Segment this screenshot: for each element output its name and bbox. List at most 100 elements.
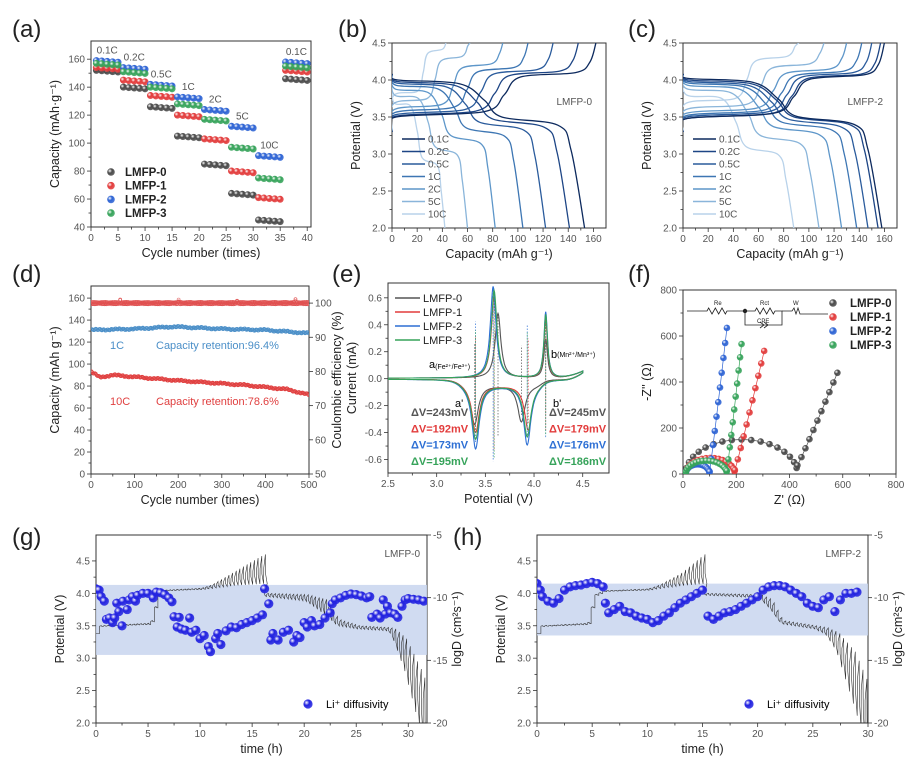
data-point — [173, 93, 181, 101]
ce-point — [147, 300, 151, 304]
x-tick-label: 3.0 — [430, 479, 444, 490]
capacity-point — [158, 377, 163, 381]
ce-point — [188, 300, 193, 304]
x-tick-label: 300 — [213, 480, 230, 491]
data-point — [173, 111, 181, 119]
data-point — [211, 116, 219, 124]
y-tick-label: 80 — [74, 167, 86, 178]
data-point — [271, 217, 279, 225]
y-tick-label: 120 — [68, 338, 85, 349]
eis-point — [709, 441, 717, 449]
y-tick-label: 60 — [74, 195, 86, 206]
delta-v-a-label: ΔV=195mV — [411, 456, 469, 468]
panel-label: (f) — [628, 261, 651, 288]
legend-marker — [829, 341, 837, 349]
capacity-point — [161, 377, 165, 382]
eis-point — [749, 397, 756, 404]
plot-area — [92, 57, 311, 226]
data-point — [179, 133, 187, 141]
capacity-point — [141, 326, 146, 331]
rate-label: 0.5C — [151, 69, 172, 80]
y-tick-label: -0.6 — [365, 455, 383, 466]
diffusivity-point — [191, 625, 201, 635]
data-point — [211, 106, 219, 114]
capacity-point — [159, 325, 164, 330]
capacity-point — [216, 326, 220, 331]
y2-tick-label: -20 — [433, 719, 448, 730]
x-tick-label: 80 — [487, 234, 499, 245]
ce-point — [306, 300, 309, 304]
y2-tick-label: 50 — [315, 470, 327, 481]
y2-tick-label: 70 — [315, 401, 327, 412]
ce-point — [101, 300, 106, 304]
y-axis-title: Current (mA) — [345, 342, 359, 414]
peak-a-sub: (Fe²⁺/Fe³⁺) — [435, 364, 470, 371]
diffusivity-point — [598, 582, 608, 592]
eis-point — [720, 354, 727, 362]
eis-point — [723, 324, 731, 332]
diffusivity-point — [600, 598, 611, 608]
data-point — [119, 83, 127, 91]
legend-label: 2C — [719, 185, 732, 196]
diffusivity-point — [830, 606, 840, 617]
legend-label: Li⁺ diffusivity — [767, 699, 830, 711]
panel-label: (a) — [12, 16, 41, 43]
ce-point — [209, 300, 214, 304]
capacity-point — [252, 384, 257, 389]
ce-point — [136, 302, 141, 307]
ce-point — [149, 301, 154, 306]
voltage-curve — [537, 554, 868, 723]
x-tick-label: 10 — [195, 729, 207, 740]
x-tick-label: 40 — [728, 234, 740, 245]
ce-point — [202, 301, 207, 306]
x-tick-label: 40 — [437, 234, 449, 245]
diffusivity-point — [824, 592, 834, 602]
data-point — [184, 112, 192, 120]
discharge-curve-0.1C — [392, 73, 586, 228]
ce-series-10C — [91, 297, 309, 307]
eis-point — [725, 456, 732, 463]
diffusivity-point — [114, 606, 124, 617]
panel-d: 0 100 200 300 400 500 0 20 40 60 80 100 120 140 160 50 6… — [12, 261, 344, 507]
cv-curve-LMFP-3 — [388, 288, 584, 441]
eis-point — [830, 379, 837, 386]
data-point — [287, 63, 295, 71]
ce-point — [229, 300, 233, 304]
y-tick-label: 20 — [74, 448, 86, 459]
capacity-point — [237, 327, 242, 332]
legend-marker — [829, 299, 837, 307]
ce-point — [164, 300, 169, 305]
data-point — [265, 194, 273, 202]
sample-label: LMFP-0 — [556, 97, 592, 108]
y-axis-title: Potential (V) — [53, 595, 67, 664]
data-point — [195, 113, 203, 121]
rate-label: 0.1C — [97, 46, 118, 57]
ce-point — [133, 302, 137, 306]
eis-point — [732, 393, 740, 400]
x-tick-label: 5 — [589, 729, 595, 740]
diffusivity-point — [753, 592, 763, 602]
rate-label: 0.2C — [124, 53, 145, 64]
delta-v-b-label: ΔV=179mV — [549, 423, 607, 435]
legend-label: LMFP-3 — [850, 340, 892, 352]
diffusivity-point — [167, 597, 177, 607]
axes: 0 20 40 60 80 100 120 140 160 2.0 2.5 3.0 3.5 4.0 4.5 C… — [640, 39, 898, 261]
diffusivity-point — [283, 625, 294, 635]
ce-point — [189, 302, 194, 307]
y-tick-label: 600 — [660, 332, 677, 343]
legend-label: 0.2C — [719, 147, 740, 158]
data-point — [152, 92, 160, 100]
ce-point — [185, 300, 190, 305]
capacity-point — [166, 378, 171, 383]
discharge-curve-0.5C — [392, 73, 547, 228]
diffusivity-point — [260, 584, 270, 594]
charge-curve-0.2C — [392, 43, 579, 132]
legend-label: LMFP-2 — [423, 321, 462, 333]
ce-point — [146, 302, 150, 307]
data-point — [260, 174, 268, 182]
x-tick-label: 30 — [862, 729, 874, 740]
y-tick-label: 40 — [74, 223, 86, 234]
eis-point — [734, 456, 742, 463]
legend-label: 10C — [719, 210, 737, 221]
eis-point — [737, 444, 745, 452]
